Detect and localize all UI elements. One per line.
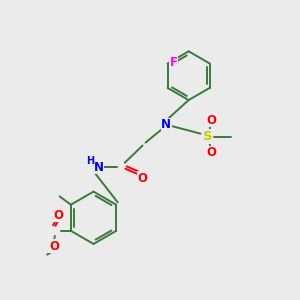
Text: F: F: [169, 56, 178, 68]
Text: O: O: [53, 209, 63, 222]
Text: H: H: [86, 156, 94, 166]
Text: N: N: [94, 161, 104, 174]
Text: O: O: [49, 240, 59, 253]
Text: O: O: [206, 146, 216, 160]
Text: O: O: [206, 114, 216, 127]
Text: S: S: [203, 130, 213, 143]
Text: N: N: [161, 118, 171, 131]
Text: O: O: [138, 172, 148, 185]
